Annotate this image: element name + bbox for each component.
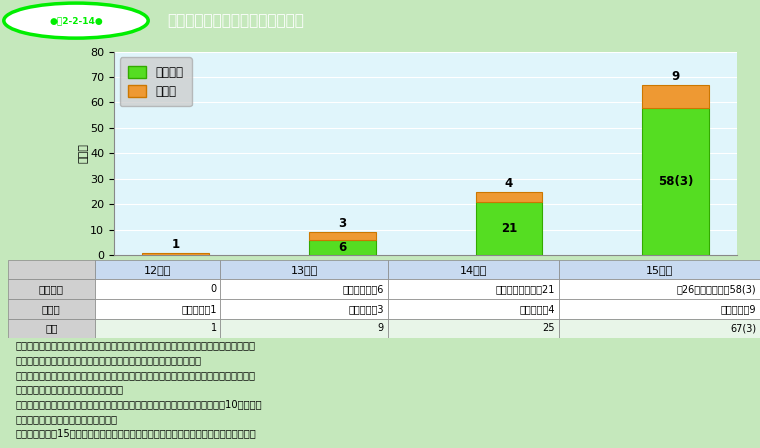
Text: （注）　１　数字は各年度の４月１日時点までにおける校長への任用実績の総数であり，: （注） １ 数字は各年度の４月１日時点までにおける校長への任用実績の総数であり，: [15, 340, 255, 350]
Bar: [8, 299, 95, 319]
Text: 合計: 合計: [45, 323, 58, 333]
Text: 14年度: 14年度: [459, 265, 487, 275]
Bar: [220, 299, 388, 319]
Text: その他: その他: [42, 304, 61, 314]
Bar: [95, 319, 220, 338]
Bar: [142, 253, 209, 255]
Text: 9: 9: [671, 69, 679, 82]
Text: （１県）　1: （１県） 1: [181, 304, 217, 314]
Bar: [95, 299, 220, 319]
Text: （９都府県市）　21: （９都府県市） 21: [496, 284, 555, 294]
Text: 15年度: 15年度: [646, 265, 673, 275]
Bar: [95, 260, 220, 280]
Text: 教員出身でない者の校長任用実績: 教員出身でない者の校長任用実績: [167, 13, 304, 28]
Bar: [559, 319, 760, 338]
Y-axis label: （人）: （人）: [79, 143, 89, 164]
Text: 9: 9: [378, 323, 384, 333]
Text: 4: 4: [505, 177, 513, 190]
Bar: [642, 85, 709, 108]
Text: （26都道府県市）58(3): （26都道府県市）58(3): [676, 284, 756, 294]
Text: 人事異動等により既に校長職にない者の数も含んでいる。: 人事異動等により既に校長職にない者の数も含んでいる。: [15, 355, 201, 365]
Text: 3: 3: [338, 217, 347, 230]
Text: 1: 1: [172, 238, 179, 251]
Bar: [8, 280, 95, 299]
Text: （４県）　4: （４県） 4: [519, 304, 555, 314]
Text: 民間人等: 民間人等: [39, 284, 64, 294]
Text: ２　「民間人等」とは，原則として，教員免許状を持たず，「教育に関する職」に: ２ 「民間人等」とは，原則として，教員免許状を持たず，「教育に関する職」に: [15, 370, 255, 380]
Bar: [388, 299, 559, 319]
Text: 6: 6: [338, 241, 347, 254]
Text: 1: 1: [211, 323, 217, 333]
Ellipse shape: [4, 3, 148, 38]
Text: 就いた経験がない者をいう。: 就いた経験がない者をいう。: [15, 384, 123, 394]
Bar: [220, 260, 388, 280]
Text: ●図2-2-14●: ●図2-2-14●: [49, 16, 103, 25]
Bar: [95, 280, 220, 299]
Bar: [309, 233, 375, 240]
Bar: [220, 319, 388, 338]
Bar: [476, 202, 542, 255]
Text: （６県）　9: （６県） 9: [720, 304, 756, 314]
Text: 25: 25: [543, 323, 555, 333]
Bar: [559, 260, 760, 280]
Text: 67(3): 67(3): [730, 323, 756, 333]
Text: 21: 21: [501, 222, 517, 235]
Bar: [559, 299, 760, 319]
Bar: [388, 260, 559, 280]
Bar: [388, 319, 559, 338]
Text: 0: 0: [211, 284, 217, 294]
Text: 58(3): 58(3): [658, 175, 693, 188]
Text: ３　「その他」とは，教員免許状を持たないが，「教育に関する職」に10年以上就: ３ 「その他」とは，教員免許状を持たないが，「教育に関する職」に10年以上就: [15, 399, 261, 409]
Bar: [476, 192, 542, 202]
Text: 13年度: 13年度: [290, 265, 318, 275]
Bar: [220, 280, 388, 299]
Text: いた経験がある者をいう。: いた経験がある者をいう。: [15, 414, 117, 424]
Bar: [309, 240, 375, 255]
Text: 12年度: 12年度: [144, 265, 172, 275]
Bar: [642, 108, 709, 255]
Text: ４　平成15年４月１日現在，文部科学省において把握している者の状況である。: ４ 平成15年４月１日現在，文部科学省において把握している者の状況である。: [15, 428, 256, 438]
Bar: [8, 319, 95, 338]
Bar: [388, 280, 559, 299]
Text: 0: 0: [172, 262, 179, 272]
Text: （４都県）　6: （４都県） 6: [343, 284, 384, 294]
Bar: [8, 260, 95, 280]
Text: （３県）　3: （３県） 3: [348, 304, 384, 314]
Bar: [559, 280, 760, 299]
Legend: 民間人等, その他: 民間人等, その他: [120, 57, 192, 106]
